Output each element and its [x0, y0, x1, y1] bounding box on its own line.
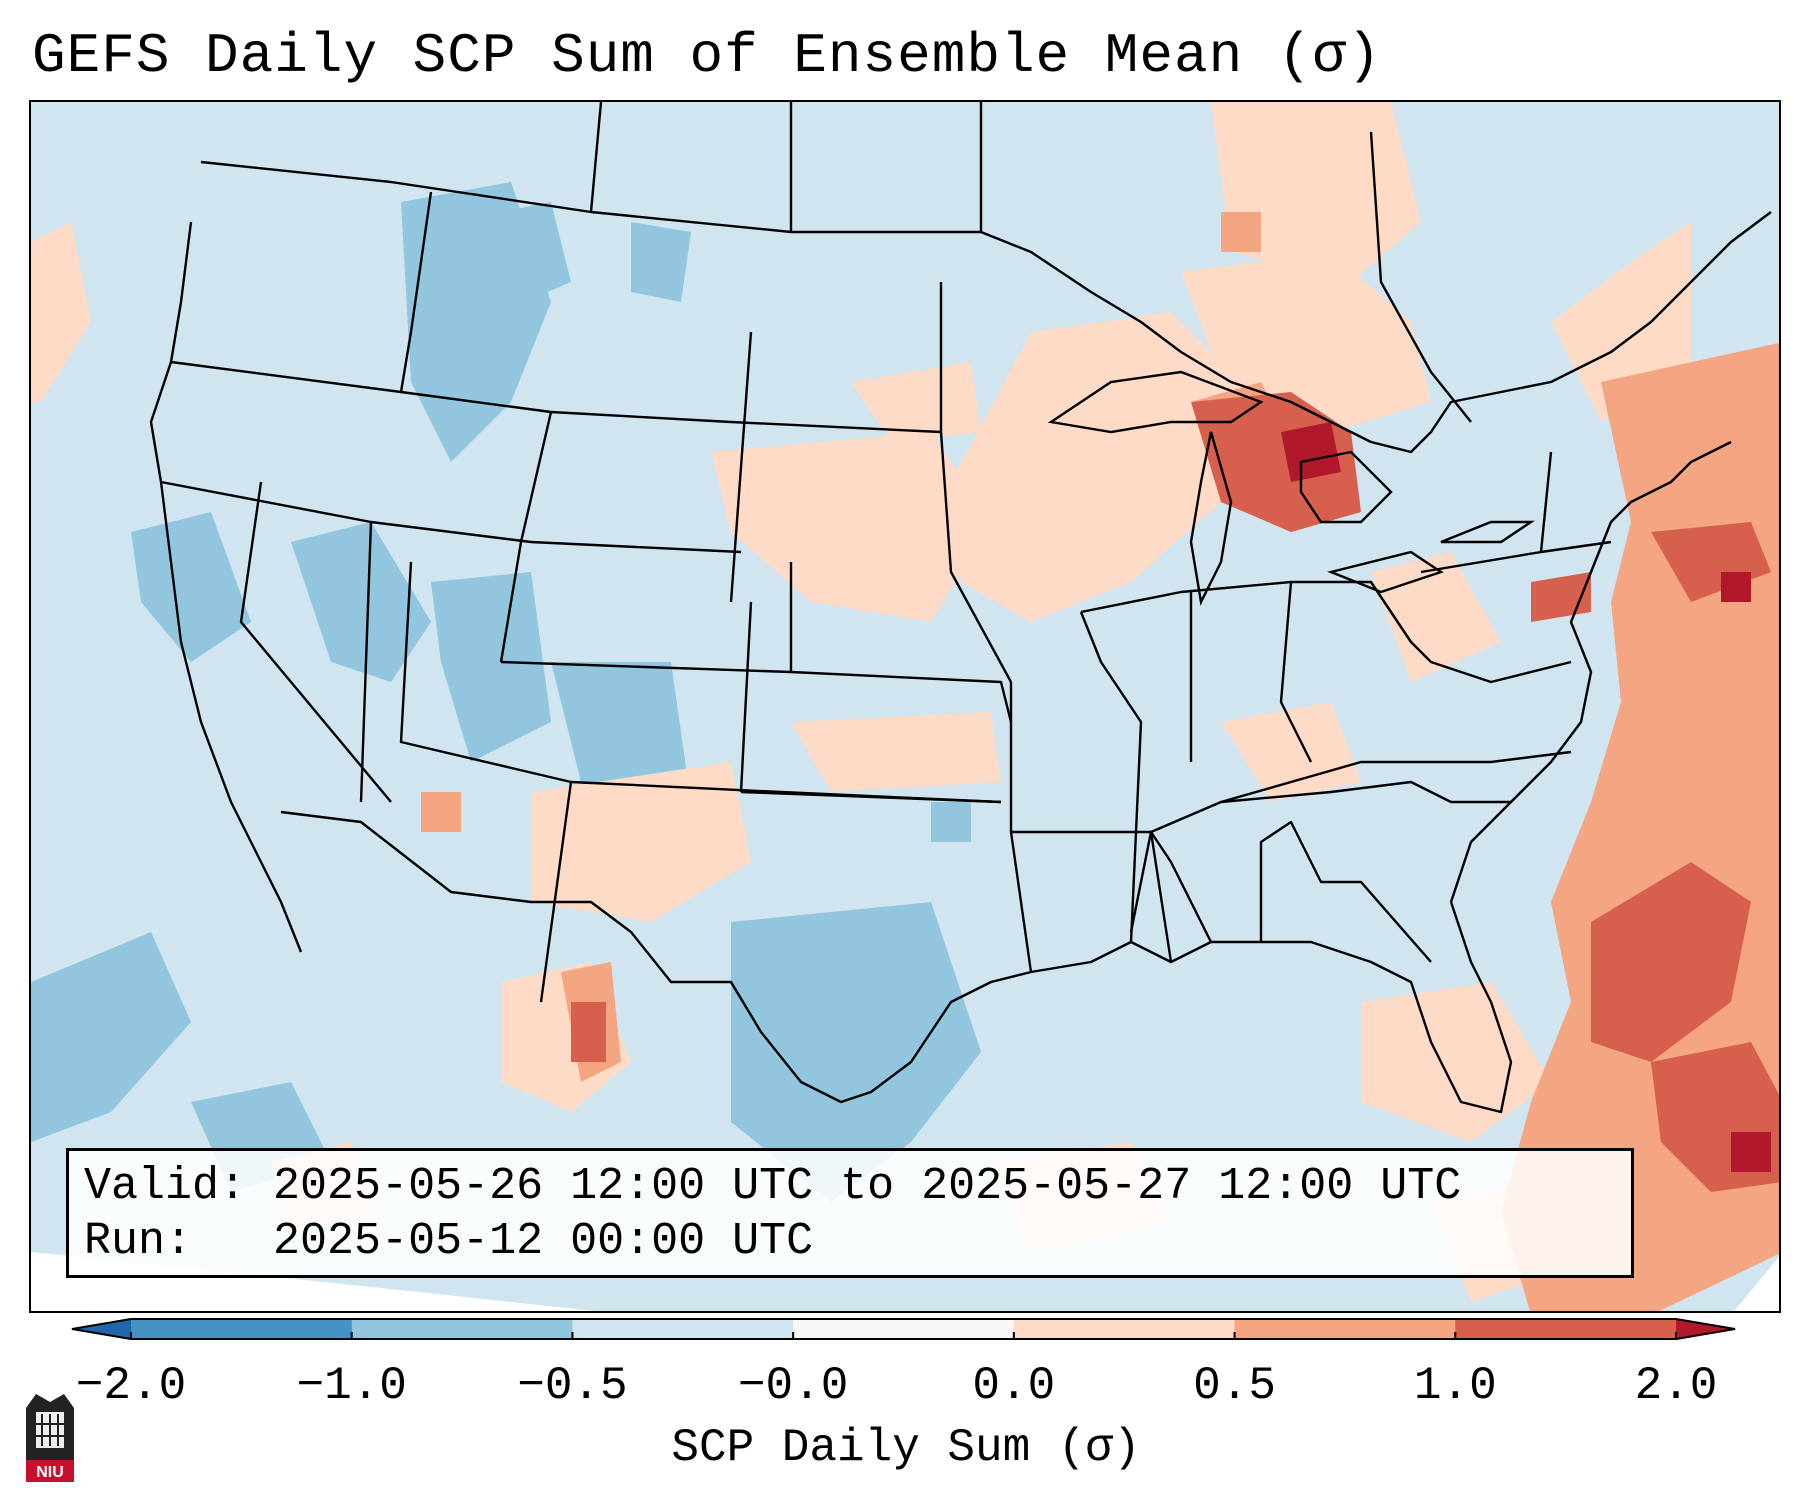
valid-label: Valid:	[84, 1161, 247, 1212]
colorbar-bin	[793, 1318, 1015, 1340]
niu-logo: NIU	[26, 1394, 74, 1482]
colorbar-tick-label: 0.5	[1193, 1360, 1276, 1412]
colorbar-extend-high	[1676, 1318, 1736, 1340]
validity-info-box: Valid: 2025-05-26 12:00 UTC to 2025-05-2…	[66, 1148, 1634, 1278]
colorbar-bin	[1455, 1318, 1677, 1340]
weak-positive-areas	[31, 102, 1691, 1302]
colorbar-extend-low	[71, 1318, 131, 1340]
great-lakes	[1047, 370, 1535, 606]
run-row: Run: 2025-05-12 00:00 UTC	[84, 1214, 1619, 1269]
colorbar-tick-label: 0.0	[972, 1360, 1056, 1412]
colorbar-label: SCP Daily Sum (σ)	[671, 1422, 1141, 1474]
projection-corner-right	[1734, 1256, 1779, 1311]
colorbar-bin	[1234, 1318, 1456, 1340]
run-label: Run:	[84, 1216, 193, 1267]
colorbar-bin	[572, 1318, 794, 1340]
political-boundaries	[149, 102, 1772, 1114]
colorbar-tick-label: 1.0	[1413, 1360, 1497, 1412]
colorbar-tick-label: −1.0	[296, 1360, 407, 1412]
colorbar-bin	[351, 1318, 573, 1340]
valid-value: 2025-05-26 12:00 UTC to 2025-05-27 12:00…	[273, 1161, 1462, 1212]
map-title: GEFS Daily SCP Sum of Ensemble Mean (σ)	[32, 24, 1382, 88]
colorbar-tick-label: −0.5	[517, 1360, 628, 1412]
colorbar-tick-label: −2.0	[75, 1360, 187, 1412]
extreme-positive-areas	[1281, 422, 1771, 1172]
colorbar-bin	[1013, 1318, 1236, 1340]
colorbar-bin	[131, 1318, 353, 1340]
valid-row: Valid: 2025-05-26 12:00 UTC to 2025-05-2…	[84, 1159, 1619, 1214]
scp-map	[29, 100, 1781, 1313]
logo-text: NIU	[36, 1464, 64, 1481]
colorbar-tick-label: 2.0	[1634, 1360, 1718, 1412]
map-canvas	[31, 102, 1779, 1311]
run-value: 2025-05-12 00:00 UTC	[273, 1216, 814, 1267]
colorbar-tick-label: −0.0	[737, 1360, 849, 1412]
colorbar	[71, 1318, 1736, 1340]
